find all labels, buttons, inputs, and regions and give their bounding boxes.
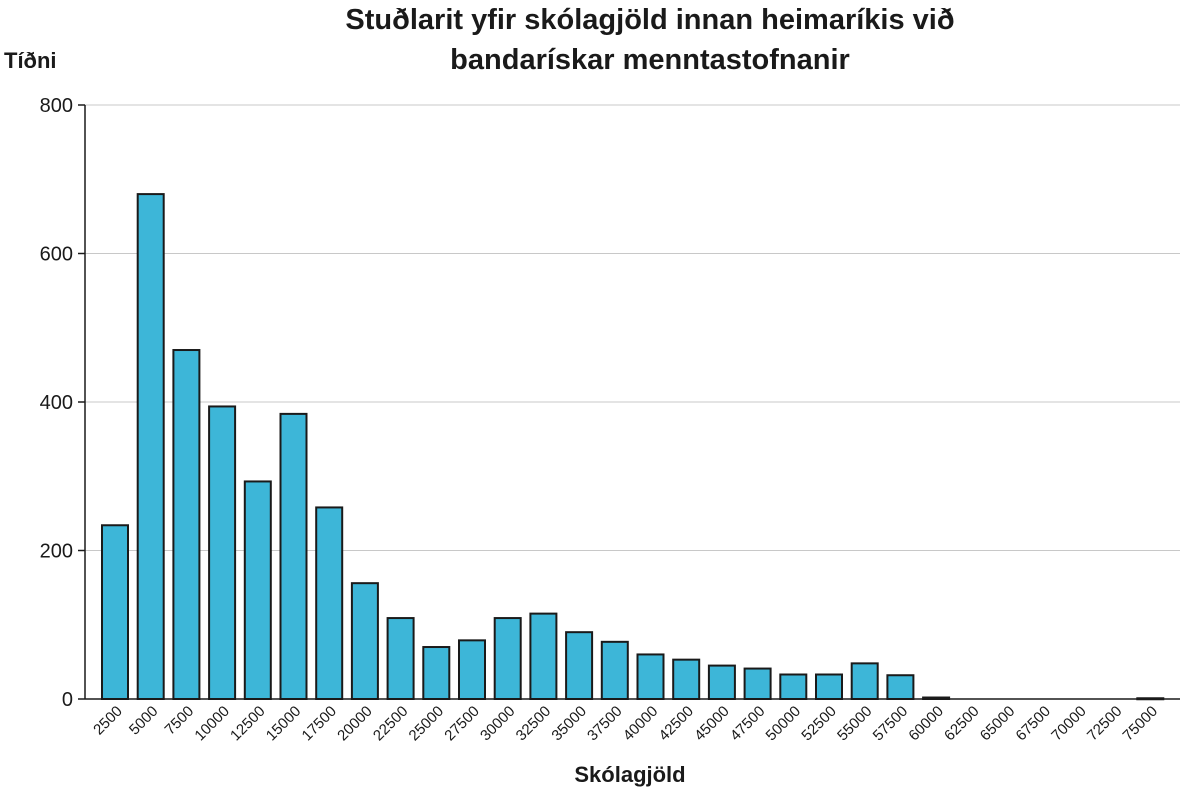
x-tick-label: 50000 [763, 703, 805, 745]
bar-40000 [636, 653, 665, 701]
x-tick-label: 62500 [941, 703, 983, 745]
bar-32500 [529, 612, 558, 700]
bar-55000 [850, 662, 879, 700]
x-tick-label: 25000 [406, 703, 448, 745]
bar-10000 [208, 405, 237, 700]
x-tick-label: 35000 [548, 703, 590, 745]
x-tick-label: 20000 [334, 703, 376, 745]
gridlines [78, 104, 1180, 700]
x-tick-label: 30000 [477, 703, 519, 745]
y-tick-label: 600 [40, 244, 73, 266]
x-axis-label: Skólagjöld [574, 762, 686, 787]
x-tick-label: 45000 [691, 703, 733, 745]
y-tick-labels: 0 200 400 600 800 [40, 95, 73, 711]
x-tick-label: 60000 [905, 703, 947, 745]
bar-47500 [743, 667, 772, 700]
x-tick-label: 70000 [1048, 703, 1090, 745]
x-tick-label: 42500 [656, 703, 698, 745]
x-tick-label: 52500 [798, 703, 840, 745]
x-tick-label: 55000 [834, 703, 876, 745]
x-tick-label: 27500 [441, 703, 483, 745]
bar-2500 [101, 524, 129, 700]
axes [84, 105, 1180, 700]
bar-35000 [565, 631, 594, 700]
y-tick-label: 0 [62, 689, 73, 711]
bar-17500 [315, 506, 344, 700]
y-tick-label: 400 [40, 392, 73, 414]
x-tick-label: 2500 [90, 703, 126, 739]
x-tick-label: 40000 [620, 703, 662, 745]
bar-27500 [458, 639, 486, 701]
x-tick-label: 22500 [370, 703, 412, 745]
bar-25000 [422, 646, 451, 701]
bar-57500 [886, 674, 915, 700]
bar-12500 [243, 480, 272, 701]
x-tick-label: 32500 [513, 703, 555, 745]
bar-22500 [386, 617, 415, 701]
bar-15000 [279, 412, 308, 700]
x-tick-label: 75000 [1120, 703, 1162, 745]
bar-42500 [672, 658, 701, 701]
bar-52500 [815, 673, 843, 700]
bars [101, 193, 1165, 701]
x-tick-label: 67500 [1013, 703, 1055, 745]
y-tick-label: 200 [40, 541, 73, 563]
x-tick-label: 57500 [870, 703, 912, 745]
y-tick-label: 800 [40, 95, 73, 117]
chart-title-line-1: Stuðlarit yfir skólagjöld innan heimarík… [345, 4, 955, 36]
x-tick-label: 47500 [727, 703, 769, 745]
bar-37500 [600, 640, 629, 701]
x-tick-label: 37500 [584, 703, 626, 745]
bar-45000 [707, 664, 736, 701]
x-tick-label: 17500 [299, 703, 341, 745]
chart-title: Stuðlarit yfir skólagjöld innan heimarík… [290, 0, 1010, 80]
y-axis-label: Tíðni [4, 48, 57, 73]
x-tick-labels: 2500 5000 75001000012500150001750020000225… [90, 703, 1161, 745]
x-tick-label: 10000 [191, 703, 233, 745]
x-tick-label: 72500 [1084, 703, 1126, 745]
bar-7500 [172, 349, 201, 700]
x-tick-label: 15000 [263, 703, 305, 745]
bar-5000 [136, 193, 165, 700]
x-tick-label: 5000 [126, 703, 162, 739]
x-tick-label: 12500 [227, 703, 269, 745]
bar-50000 [779, 673, 808, 700]
bar-20000 [350, 582, 379, 700]
x-tick-label: 65000 [977, 703, 1019, 745]
bar-30000 [493, 617, 522, 701]
chart-title-line-2: bandarískar menntastofnanir [450, 44, 850, 76]
